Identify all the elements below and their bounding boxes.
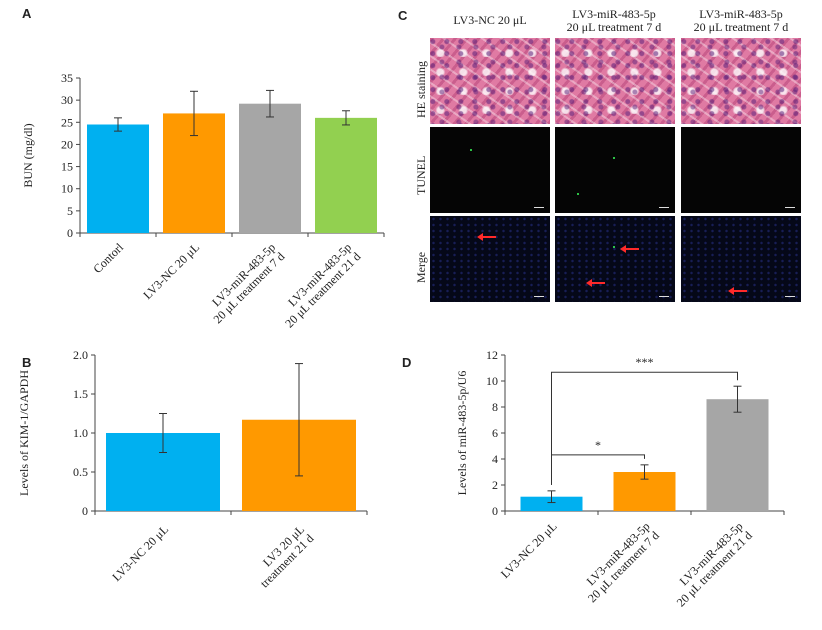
y-tick-label: 15 <box>61 160 73 174</box>
y-tick-label: 6 <box>492 426 498 440</box>
x-tick-label: LV3-NC 20 μL <box>498 519 560 581</box>
micro-col-title-2: LV3-miR-483-5p 20 μL treatment 7 d <box>552 8 676 34</box>
y-axis-title: Levels of KIM-1/GAPDH <box>17 370 31 496</box>
y-tick-label: 0 <box>67 226 73 240</box>
chart-b-kim1: 0 0.5 1.0 1.5 2.0 Levels of KIM-1/GAPDH LV3-NC… <box>17 348 368 590</box>
micrograph-merge-nc <box>430 216 550 302</box>
micro-col-title-1-line-1: LV3-NC 20 μL <box>453 13 527 27</box>
x-tick-label: LV3-miR-483-5p20 μL treatment 21 d <box>665 519 755 609</box>
bar-4 <box>315 117 377 233</box>
micro-col-title-2-line-2: 20 μL treatment 7 d <box>566 20 662 34</box>
micrograph-merge-7d-b <box>681 216 801 302</box>
micro-row-label-tunel: TUNEL <box>414 155 428 195</box>
y-tick-label: 4 <box>492 452 498 466</box>
red-arrow-icon <box>586 279 605 287</box>
x-tick-label: LV3-miR-483-5p20 μL treatment 21 d <box>273 240 363 330</box>
y-tick-label: 0 <box>82 504 88 518</box>
significance-bracket <box>551 371 738 485</box>
y-tick-label: 12 <box>486 348 498 362</box>
x-tick-label-line: LV3-NC 20 μL <box>498 519 560 581</box>
micrograph-merge-7d <box>555 216 675 302</box>
panel-label-a: A <box>22 6 32 21</box>
micrograph-he-7d-b <box>681 38 801 124</box>
scale-bar <box>534 207 544 208</box>
scale-bar <box>785 207 795 208</box>
y-tick-label: 5 <box>67 204 73 218</box>
x-tick-label: LV3 20 μLtreatment 21 d <box>248 522 316 590</box>
x-tick-label: Contorl <box>90 240 126 276</box>
tunel-positive-cell <box>613 246 615 248</box>
panel-label-b: B <box>22 355 32 370</box>
x-tick-label-line: Contorl <box>90 240 126 276</box>
y-tick-label: 2.0 <box>73 348 88 362</box>
red-arrow-icon <box>620 245 639 253</box>
y-tick-label: 30 <box>61 93 73 107</box>
tunel-positive-cell <box>577 193 579 195</box>
y-tick-label: 2 <box>492 478 498 492</box>
panel-label-c: C <box>398 8 408 23</box>
x-tick-label: LV3-miR-483-5p20 μL treatment 7 d <box>201 240 287 326</box>
red-arrow-icon <box>728 287 747 295</box>
significance-label: *** <box>636 355 654 369</box>
micrograph-he-7d <box>555 38 675 124</box>
y-tick-label: 1.0 <box>73 426 88 440</box>
significance-label: * <box>595 438 601 452</box>
panel-label-d: D <box>402 355 412 370</box>
x-tick-label: LV3-NC 20 μL <box>140 240 202 302</box>
x-tick-label-line: LV3-NC 20 μL <box>140 240 202 302</box>
chart-a-bun: 0 5 10 15 20 25 30 35 BUN (mg/dl) Contorl LV3-NC 2… <box>21 71 385 330</box>
y-tick-label: 1.5 <box>73 387 88 401</box>
micro-col-title-2-line-1: LV3-miR-483-5p <box>572 7 656 21</box>
micrograph-grid: LV3-NC 20 μL LV3-miR-483-5p 20 μL treatm… <box>400 0 822 320</box>
micro-col-title-3-line-1: LV3-miR-483-5p <box>699 7 783 21</box>
bar-1 <box>87 124 149 233</box>
tunel-positive-cell <box>470 149 472 151</box>
y-tick-label: 0 <box>492 504 498 518</box>
micro-col-title-1: LV3-NC 20 μL <box>428 14 552 27</box>
micrograph-he-nc <box>430 38 550 124</box>
red-arrow-icon <box>477 233 496 241</box>
micro-col-title-3: LV3-miR-483-5p 20 μL treatment 7 d <box>679 8 803 34</box>
y-axis-title: BUN (mg/dl) <box>21 123 35 187</box>
chart-d-mir483: 0 2 4 6 8 10 12 Levels of miR-483-5p/U6 LV3-NC 2… <box>455 348 785 609</box>
tunel-positive-cell <box>613 157 615 159</box>
micrograph-tunel-7d-b <box>681 127 801 213</box>
micro-row-label-merge: Merge <box>414 251 428 283</box>
y-tick-label: 25 <box>61 115 73 129</box>
y-axis-title: Levels of miR-483-5p/U6 <box>455 371 469 496</box>
y-tick-label: 10 <box>61 182 73 196</box>
micrograph-tunel-7d <box>555 127 675 213</box>
micrograph-tunel-nc <box>430 127 550 213</box>
y-tick-label: 20 <box>61 137 73 151</box>
y-tick-label: 35 <box>61 71 73 85</box>
bar-1 <box>520 496 583 511</box>
bar-3 <box>239 103 301 233</box>
y-tick-label: 0.5 <box>73 465 88 479</box>
bar-3 <box>706 399 769 511</box>
scale-bar <box>659 296 669 297</box>
scale-bar <box>785 296 795 297</box>
micro-row-label-he: HE staining <box>414 61 428 118</box>
x-tick-label: LV3-miR-483-5p20 μL treatment 7 d <box>576 519 662 605</box>
scale-bar <box>534 296 544 297</box>
scale-bar <box>659 207 669 208</box>
x-tick-label-line: LV3-NC 20 μL <box>109 522 171 584</box>
x-tick-label: LV3-NC 20 μL <box>109 522 171 584</box>
y-tick-label: 8 <box>492 400 498 414</box>
y-tick-label: 10 <box>486 374 498 388</box>
micro-col-title-3-line-2: 20 μL treatment 7 d <box>693 20 789 34</box>
